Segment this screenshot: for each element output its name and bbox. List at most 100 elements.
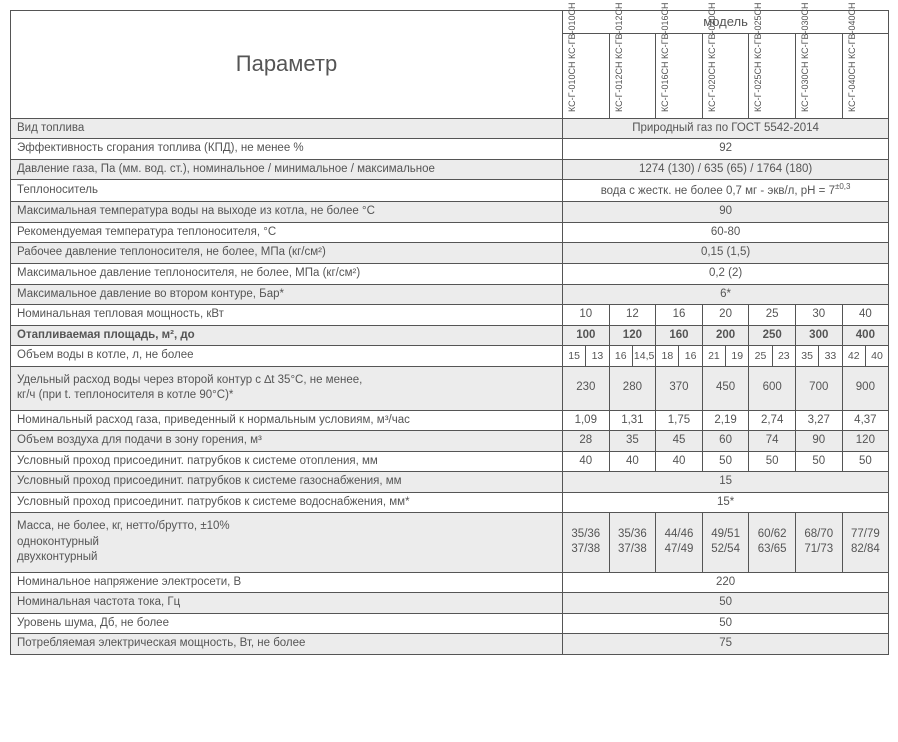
param-label: Объем воды в котле, л, не более: [11, 346, 563, 367]
param-value: 18: [656, 346, 679, 367]
param-value: 3,27: [795, 410, 842, 431]
param-value: 77/7982/84: [842, 513, 889, 573]
param-value: 16: [656, 305, 703, 326]
model-col-5: КС-Г-030СН КС-ГВ-030СН: [795, 33, 842, 118]
table-row: Уровень шума, Дб, не более50: [11, 613, 889, 634]
table-row: Условный проход присоединит. патрубков к…: [11, 492, 889, 513]
param-value: 50: [842, 451, 889, 472]
param-value: 60: [702, 431, 749, 452]
param-value: 600: [749, 366, 796, 410]
table-row: Объем воздуха для подачи в зону горения,…: [11, 431, 889, 452]
param-value: 15*: [563, 492, 889, 513]
param-value: 35: [609, 431, 656, 452]
param-value: 2,74: [749, 410, 796, 431]
table-row: Номинальный расход газа, приведенный к н…: [11, 410, 889, 431]
param-value: 370: [656, 366, 703, 410]
param-value: 400: [842, 325, 889, 346]
table-row: Рабочее давление теплоносителя, не более…: [11, 243, 889, 264]
param-value: 100: [563, 325, 610, 346]
param-value: 20: [702, 305, 749, 326]
param-label: Условный проход присоединит. патрубков к…: [11, 451, 563, 472]
param-label: Максимальная температура воды на выходе …: [11, 202, 563, 223]
table-row: Давление газа, Па (мм. вод. ст.), номина…: [11, 159, 889, 180]
param-label: Рабочее давление теплоносителя, не более…: [11, 243, 563, 264]
model-col-4: КС-Г-025СН КС-ГВ-025СН: [749, 33, 796, 118]
param-value: 900: [842, 366, 889, 410]
param-label: Давление газа, Па (мм. вод. ст.), номина…: [11, 159, 563, 180]
param-value: 23: [772, 346, 795, 367]
param-value: 45: [656, 431, 703, 452]
param-value: 120: [842, 431, 889, 452]
table-row: Теплоносительвода с жестк. не более 0,7 …: [11, 180, 889, 202]
param-label: Уровень шума, Дб, не более: [11, 613, 563, 634]
param-value: 33: [819, 346, 842, 367]
param-value: 200: [702, 325, 749, 346]
param-label: Вид топлива: [11, 118, 563, 139]
table-row: Максимальное давление теплоносителя, не …: [11, 263, 889, 284]
param-value: 50: [795, 451, 842, 472]
param-value: 40: [609, 451, 656, 472]
param-label: Удельный расход воды через второй контур…: [11, 366, 563, 410]
param-value: 300: [795, 325, 842, 346]
param-value: 35: [795, 346, 818, 367]
model-col-1: КС-Г-012СН КС-ГВ-012СН: [609, 33, 656, 118]
table-row: Номинальная частота тока, Гц50: [11, 593, 889, 614]
model-header: модель: [563, 11, 889, 34]
param-value: 44/4647/49: [656, 513, 703, 573]
param-label: Номинальное напряжение электросети, В: [11, 572, 563, 593]
table-row: Эффективность сгорания топлива (КПД), не…: [11, 139, 889, 160]
table-row: Удельный расход воды через второй контур…: [11, 366, 889, 410]
param-value: 1274 (130) / 635 (65) / 1764 (180): [563, 159, 889, 180]
param-header: Параметр: [11, 11, 563, 119]
param-label: Рекомендуемая температура теплоносителя,…: [11, 222, 563, 243]
param-value: 25: [749, 305, 796, 326]
table-row: Номинальное напряжение электросети, В220: [11, 572, 889, 593]
param-value: 1,75: [656, 410, 703, 431]
param-value: 60/6263/65: [749, 513, 796, 573]
param-value: 75: [563, 634, 889, 655]
param-label: Теплоноситель: [11, 180, 563, 202]
param-value: 50: [563, 613, 889, 634]
param-label: Номинальная частота тока, Гц: [11, 593, 563, 614]
param-label: Номинальная тепловая мощность, кВт: [11, 305, 563, 326]
param-value: 16: [679, 346, 702, 367]
table-row: Условный проход присоединит. патрубков к…: [11, 451, 889, 472]
param-value: 220: [563, 572, 889, 593]
param-value: 12: [609, 305, 656, 326]
param-value: 13: [586, 346, 609, 367]
param-value: 10: [563, 305, 610, 326]
param-value: 230: [563, 366, 610, 410]
param-value: 40: [865, 346, 888, 367]
param-value: 6*: [563, 284, 889, 305]
param-value: 92: [563, 139, 889, 160]
param-value: 90: [795, 431, 842, 452]
param-label: Потребляемая электрическая мощность, Вт,…: [11, 634, 563, 655]
param-value: 90: [563, 202, 889, 223]
param-value: 50: [702, 451, 749, 472]
param-value: 15: [563, 346, 586, 367]
param-value: Природный газ по ГОСТ 5542-2014: [563, 118, 889, 139]
table-row: Рекомендуемая температура теплоносителя,…: [11, 222, 889, 243]
param-value: 0,15 (1,5): [563, 243, 889, 264]
param-value: 68/7071/73: [795, 513, 842, 573]
table-row: Потребляемая электрическая мощность, Вт,…: [11, 634, 889, 655]
model-col-6: КС-Г-040СН КС-ГВ-040СН: [842, 33, 889, 118]
table-row: Масса, не более, кг, нетто/брутто, ±10%о…: [11, 513, 889, 573]
param-value: 160: [656, 325, 703, 346]
param-value: 30: [795, 305, 842, 326]
param-value: 19: [726, 346, 749, 367]
param-value: 74: [749, 431, 796, 452]
param-label: Максимальное давление во втором контуре,…: [11, 284, 563, 305]
table-row: Объем воды в котле, л, не более15131614,…: [11, 346, 889, 367]
param-value: 280: [609, 366, 656, 410]
param-value: 42: [842, 346, 865, 367]
param-value: 50: [563, 593, 889, 614]
table-row: Номинальная тепловая мощность, кВт101216…: [11, 305, 889, 326]
param-label: Условный проход присоединит. патрубков к…: [11, 472, 563, 493]
param-value: 50: [749, 451, 796, 472]
param-value: 35/3637/38: [563, 513, 610, 573]
param-label: Условный проход присоединит. патрубков к…: [11, 492, 563, 513]
model-col-0: КС-Г-010СН КС-ГВ-010СН: [563, 33, 610, 118]
model-col-3: КС-Г-020СН КС-ГВ-020СН: [702, 33, 749, 118]
table-row: Максимальная температура воды на выходе …: [11, 202, 889, 223]
